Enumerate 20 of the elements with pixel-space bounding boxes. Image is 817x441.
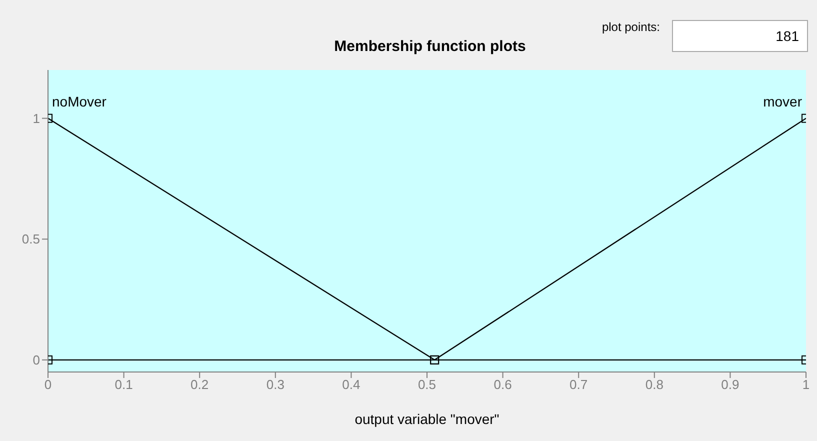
series-label: noMover [52,93,107,110]
x-tick-label: 0.9 [721,377,740,392]
x-axis-title: output variable "mover" [354,411,500,427]
chart-title: Membership function plots [333,38,527,55]
x-tick-label: 0.4 [342,377,360,392]
x-tick-label: 0.6 [494,377,512,392]
text: plot points: [600,20,660,34]
x-tick-label: 0.8 [645,377,664,392]
y-tick-label: 0 [32,352,40,368]
x-tick-label: 0.2 [190,377,209,392]
x-tick-label: 0.5 [418,377,436,392]
x-tick-label: 0 [44,377,52,392]
y-tick-label: 1 [32,110,40,126]
x-tick-label: 1 [802,377,810,392]
x-tick-label: 0.7 [570,377,588,392]
x-tick-label: 0.1 [114,377,133,392]
x-tick-label: 0.3 [266,377,284,392]
text: 181 [672,20,808,52]
y-tick-label: 0.5 [22,232,40,247]
series-label: mover [763,93,802,110]
